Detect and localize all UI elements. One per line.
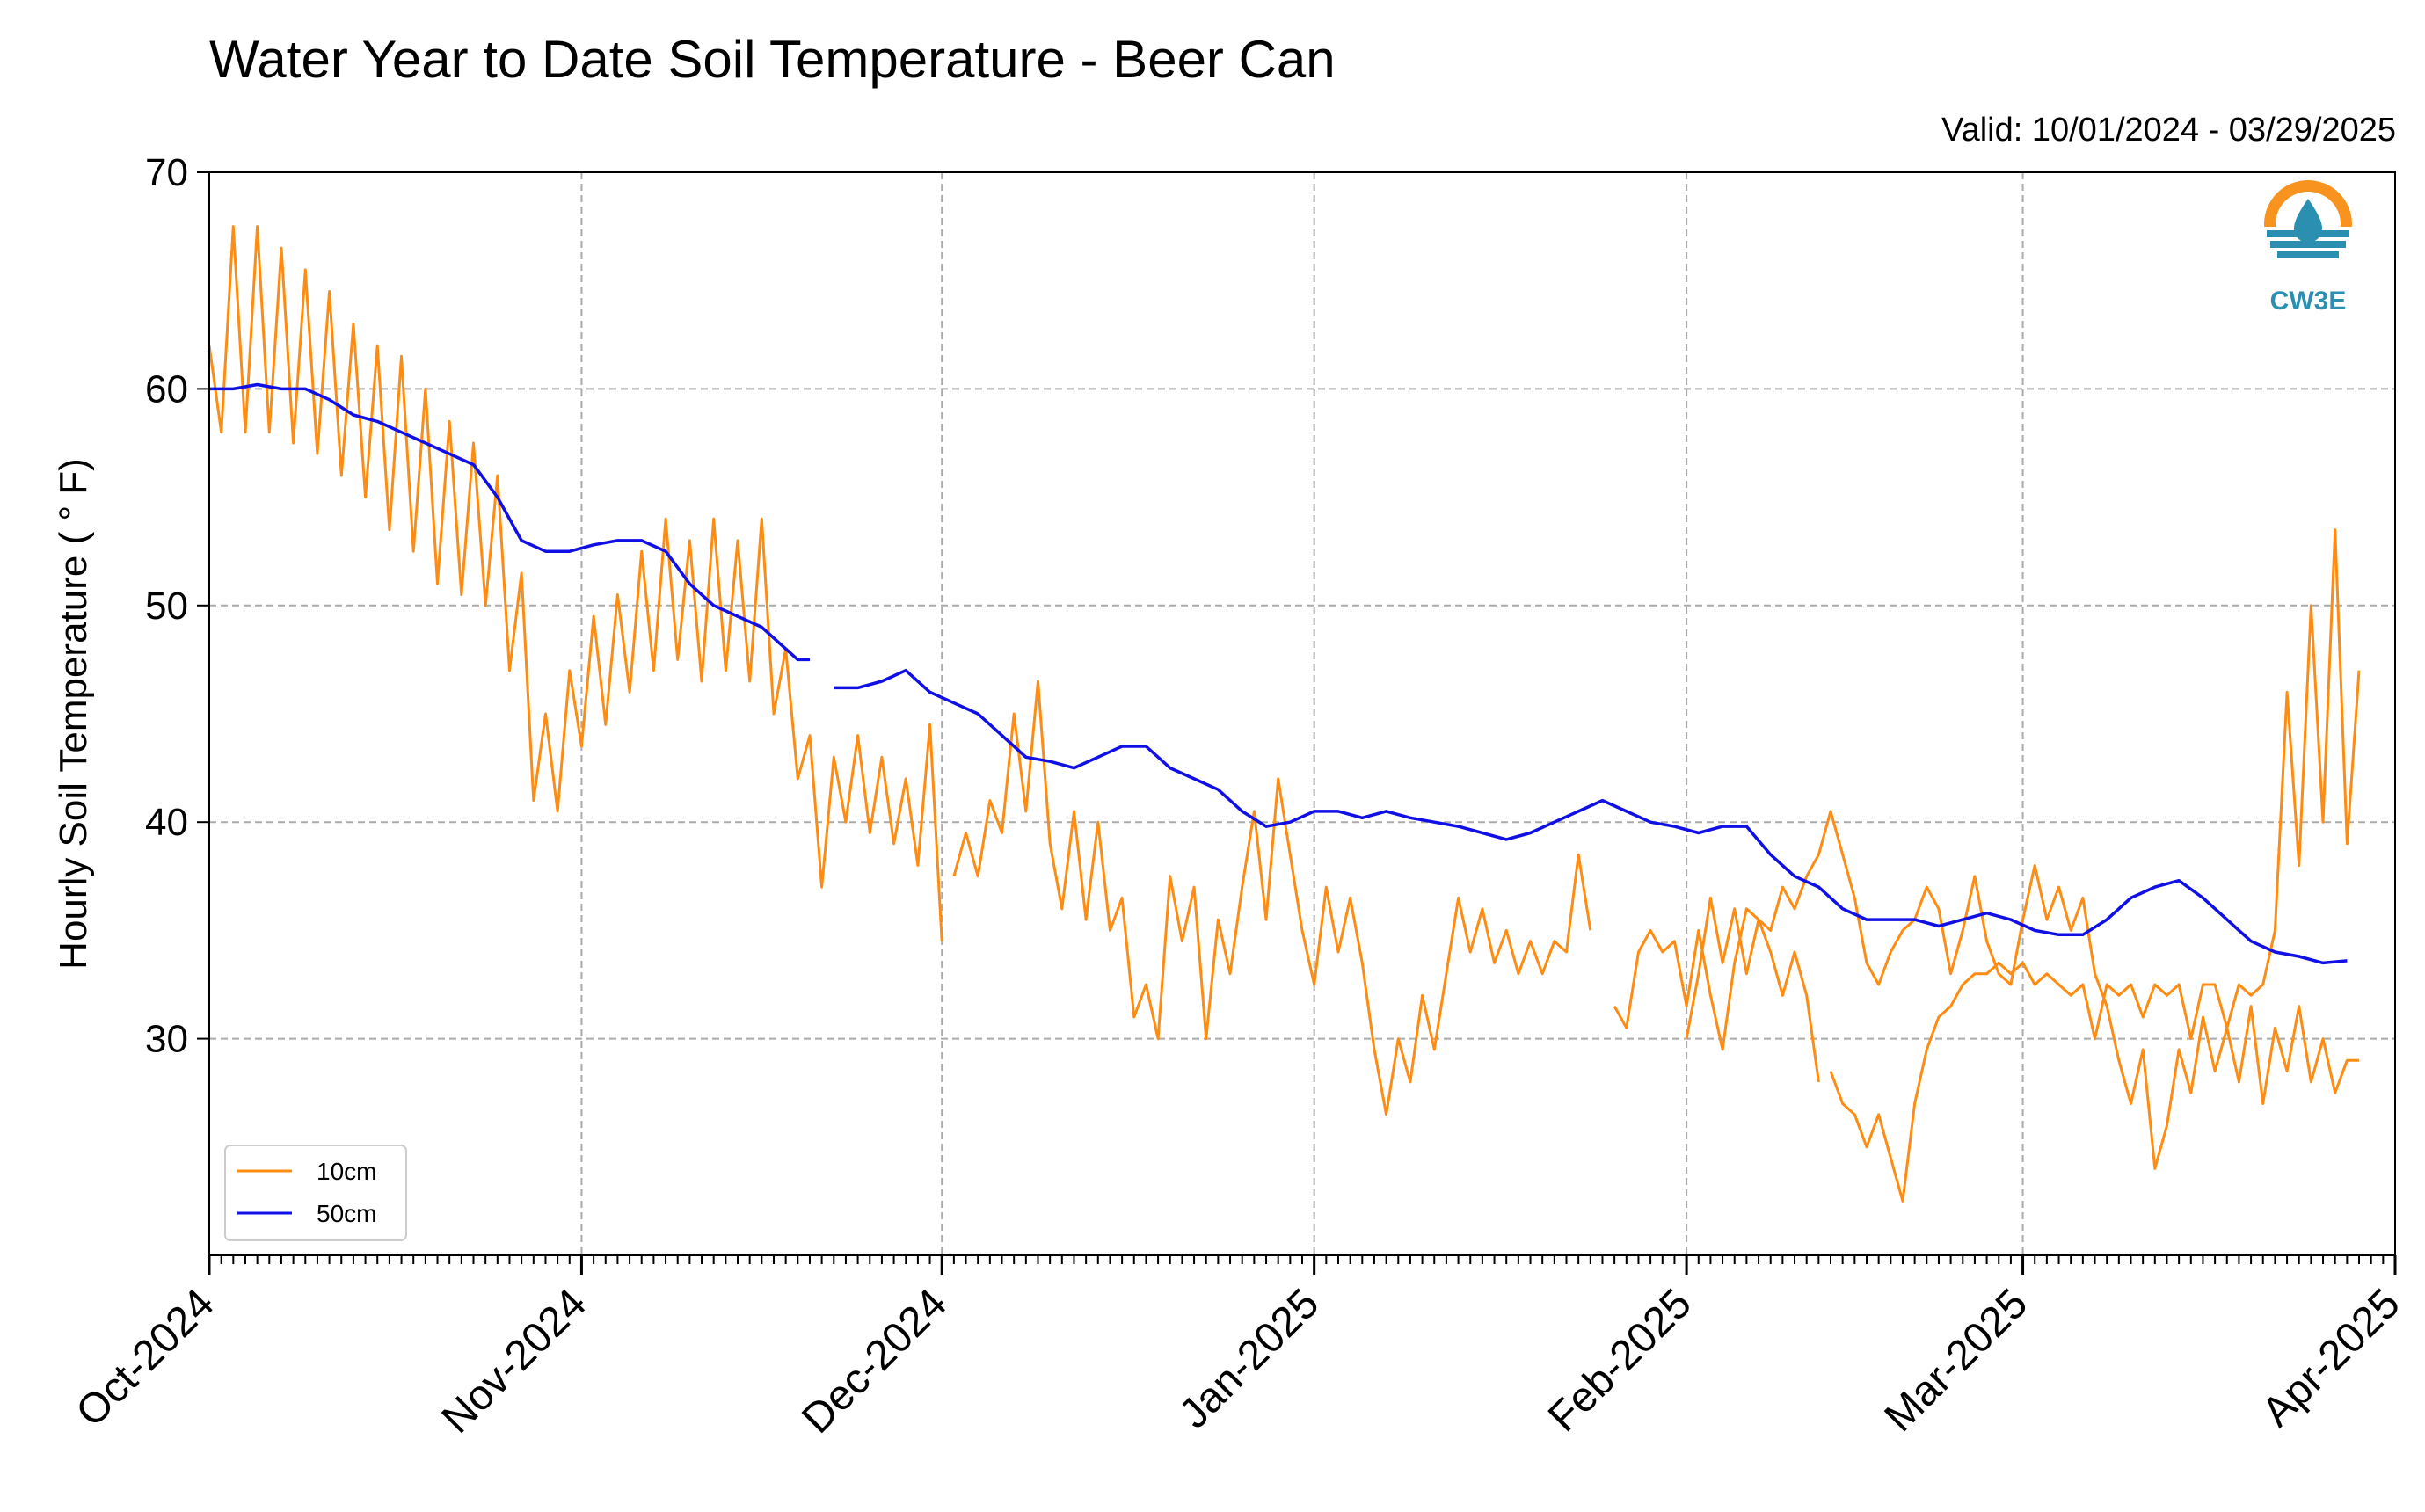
y-tick-label: 40	[145, 801, 188, 844]
x-tick-label: Mar-2025	[1876, 1280, 2037, 1441]
x-tick-label: Nov-2024	[433, 1280, 596, 1443]
chart-subtitle: Valid: 10/01/2024 - 03/29/2025	[1941, 112, 2396, 149]
y-tick-label: 30	[145, 1018, 188, 1061]
series-line-50cm	[209, 382, 2348, 965]
x-tick-label: Feb-2025	[1540, 1280, 1700, 1441]
y-tick-label: 60	[145, 367, 188, 411]
y-axis: 30 40 50 60 70	[145, 151, 209, 1061]
chart-title: Water Year to Date Soil Temperature - Be…	[209, 30, 1336, 89]
legend: 10cm 50cm	[224, 1145, 407, 1241]
y-tick-label: 50	[145, 585, 188, 628]
x-tick-label: Oct-2024	[68, 1280, 223, 1436]
legend-label-10cm: 10cm	[317, 1158, 376, 1185]
y-axis-label: Hourly Soil Temperature ( ° F)	[52, 458, 95, 970]
legend-label-50cm: 50cm	[317, 1200, 376, 1227]
grid	[208, 171, 2396, 1255]
x-axis: Oct-2024 Nov-2024 Dec-2024 Jan-2025 Feb-2025…	[68, 1255, 2409, 1443]
x-tick-label: Jan-2025	[1170, 1280, 1328, 1437]
x-tick-label: Apr-2025	[2254, 1280, 2409, 1436]
series-line-10cm	[208, 225, 2361, 1203]
series-lines	[208, 225, 2361, 1203]
plot-frame	[208, 171, 2396, 1256]
legend-box	[224, 1145, 407, 1241]
x-tick-label: Dec-2024	[793, 1280, 956, 1443]
cw3e-logo: CW3E	[2263, 180, 2353, 316]
cw3e-logo-text: CW3E	[2270, 287, 2347, 316]
y-tick-label: 70	[145, 151, 188, 194]
